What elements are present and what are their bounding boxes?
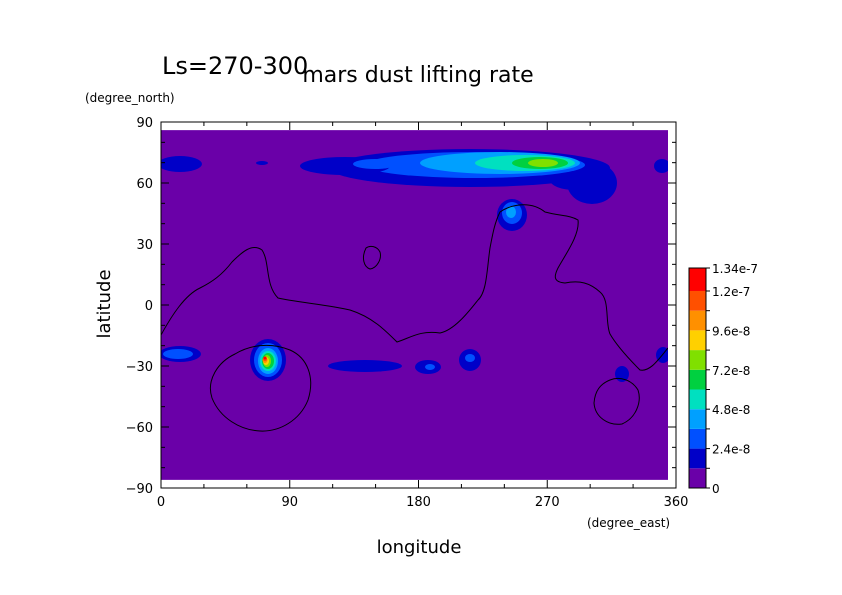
y-tick-label: 60	[136, 177, 153, 192]
x-tick-label: 180	[406, 495, 431, 510]
colorbar-swatch	[689, 369, 706, 390]
y-axis: −90 −60 −30 0 30 60 90	[126, 116, 676, 497]
colorbar-swatch	[689, 428, 706, 449]
field-band-6	[528, 159, 558, 167]
y-tick-label: 30	[136, 238, 153, 253]
y-tick-label: 0	[145, 299, 153, 314]
field-band-1	[615, 366, 629, 382]
colorbar-swatch	[689, 389, 706, 410]
colorbar-tick-label: 1.34e-7	[712, 262, 758, 276]
colorbar-tick-label: 7.2e-8	[712, 364, 750, 378]
field-band-1	[328, 360, 402, 372]
colorbar: 0 2.4e-8 4.8e-8 7.2e-8 9.6e-8 1.2e-7 1.34e-7	[688, 262, 758, 496]
topography-contour-main	[161, 204, 668, 371]
colorbar-tick-label: 1.2e-7	[712, 285, 750, 299]
dust-field	[161, 130, 668, 480]
colorbar-tick-label: 0	[712, 482, 720, 496]
colorbar-tick-label: 2.4e-8	[712, 443, 750, 457]
x-axis: 0 90 180 270 360	[157, 122, 689, 510]
field-band-2	[163, 349, 193, 359]
x-units-label: (degree_east)	[587, 516, 670, 530]
x-axis-label: longitude	[377, 537, 462, 558]
x-tick-label: 90	[281, 495, 298, 510]
y-tick-label: −30	[126, 360, 153, 375]
colorbar-swatch	[689, 290, 706, 311]
colorbar-frame	[688, 267, 707, 489]
field-band-2	[353, 159, 397, 169]
colorbar-swatch	[689, 409, 706, 429]
field-band-1	[256, 161, 268, 165]
x-tick-label: 360	[664, 495, 689, 510]
y-tick-label: 90	[136, 116, 153, 131]
colorbar-swatch	[689, 310, 706, 331]
field-band-10	[263, 356, 267, 360]
field-band-1	[550, 170, 600, 190]
y-axis-label: latitude	[94, 269, 115, 338]
colorbar-swatch	[689, 350, 706, 370]
field-band-3	[506, 206, 516, 218]
field-band-1	[654, 159, 668, 173]
colorbar-swatch	[689, 268, 706, 291]
colorbar-swatch	[689, 330, 706, 351]
colorbar-swatch	[689, 448, 706, 469]
field-band-1	[161, 156, 202, 172]
colorbar-tick-label: 9.6e-8	[712, 324, 750, 338]
topography-contour-hellas	[210, 344, 312, 432]
field-band-2	[425, 364, 435, 370]
y-tick-label: −60	[126, 421, 153, 436]
chart-subtitle: Ls=270-300	[162, 52, 308, 80]
field-band-2	[465, 354, 475, 362]
y-tick-label: −90	[126, 482, 153, 497]
topography-contour-north-loop	[362, 245, 381, 270]
y-units-label: (degree_north)	[85, 91, 175, 105]
topography-contours	[161, 204, 668, 432]
topography-contour-argyre	[593, 377, 640, 425]
colorbar-swatch	[689, 468, 706, 488]
x-tick-label: 270	[535, 495, 560, 510]
x-tick-label: 0	[157, 495, 165, 510]
chart-title: mars dust lifting rate	[302, 63, 533, 88]
colorbar-tick-label: 4.8e-8	[712, 403, 750, 417]
